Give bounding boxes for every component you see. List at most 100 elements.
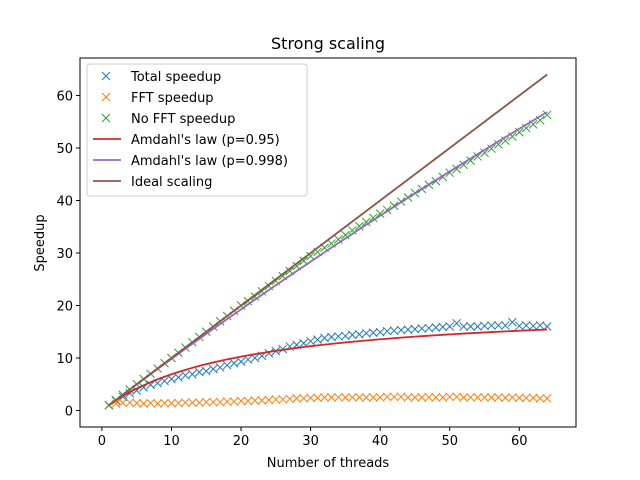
legend-item: No FFT speedup <box>101 112 235 127</box>
data-point-shape <box>341 392 350 402</box>
data-point <box>174 373 183 382</box>
legend-marker-shape <box>101 113 111 123</box>
data-point-shape <box>494 321 503 330</box>
legend-label: Amdahl's law (p=0.998) <box>131 154 288 169</box>
data-point-shape <box>201 397 211 407</box>
data-point-shape <box>320 392 329 402</box>
series-line-amdahl-s-law-p-0-95 <box>108 328 548 406</box>
data-point-shape <box>299 394 309 403</box>
data-point-shape <box>167 398 176 408</box>
data-point-shape <box>514 321 524 331</box>
data-point-shape <box>542 394 552 403</box>
data-point-shape <box>347 330 357 340</box>
data-point-shape <box>250 396 260 405</box>
data-point-shape <box>222 397 232 406</box>
data-point-shape <box>487 321 496 330</box>
data-point-shape <box>410 392 420 402</box>
data-point <box>320 333 329 343</box>
data-point <box>375 392 385 402</box>
data-point <box>243 396 253 406</box>
data-point-shape <box>139 399 149 408</box>
data-point <box>389 392 399 402</box>
data-point <box>222 360 232 370</box>
data-point <box>208 397 218 407</box>
data-point <box>125 398 135 407</box>
data-point-shape <box>361 392 371 402</box>
data-point <box>201 366 211 376</box>
data-point-shape <box>368 328 378 338</box>
data-point-shape <box>375 327 385 337</box>
data-point-shape <box>354 221 364 231</box>
data-point-shape <box>222 360 232 370</box>
data-point <box>181 370 190 380</box>
legend: Total speedup FFT speedup No FFT speedup Am… <box>86 63 308 197</box>
x-tick-label: 0 <box>98 434 106 449</box>
legend-item: Total speedup <box>101 70 221 85</box>
data-point-shape <box>528 393 538 403</box>
data-point-shape <box>480 392 489 402</box>
data-point <box>389 326 399 336</box>
data-point <box>424 323 434 333</box>
data-point <box>438 322 448 332</box>
data-point-shape <box>271 395 281 404</box>
data-point-shape <box>445 392 455 402</box>
data-point-shape <box>187 398 197 407</box>
data-point <box>501 321 510 330</box>
data-point <box>299 394 309 403</box>
data-point <box>285 394 295 404</box>
data-point <box>229 397 239 406</box>
data-point <box>494 392 503 402</box>
data-point-shape <box>466 392 475 402</box>
data-point-shape <box>334 392 343 402</box>
data-point <box>375 327 385 337</box>
data-point <box>347 330 357 340</box>
data-point <box>153 399 162 408</box>
data-point-shape <box>229 358 239 368</box>
data-point <box>403 392 413 402</box>
data-point-shape <box>375 392 385 402</box>
data-point-shape <box>487 144 496 153</box>
data-point <box>313 335 322 344</box>
data-point-shape <box>535 321 545 330</box>
x-axis-label: Number of threads <box>267 456 390 471</box>
data-point <box>466 322 475 331</box>
data-point-shape <box>389 392 399 402</box>
data-point <box>480 321 489 331</box>
data-point <box>347 392 357 402</box>
data-point <box>382 392 392 402</box>
data-point <box>410 392 420 402</box>
data-point-shape <box>243 355 253 364</box>
data-point <box>222 397 232 406</box>
x-tick-label: 40 <box>372 434 389 449</box>
data-point <box>194 367 204 377</box>
plot-frame <box>79 57 577 428</box>
data-point-shape <box>243 396 253 406</box>
data-point-shape <box>306 336 315 346</box>
data-point-shape <box>431 323 441 332</box>
data-point <box>118 398 128 407</box>
data-point-shape <box>528 321 538 331</box>
data-point <box>187 398 197 407</box>
data-point <box>320 392 329 402</box>
data-point-shape <box>417 392 427 402</box>
data-point-shape <box>194 367 204 377</box>
data-point-shape <box>480 321 489 331</box>
data-point <box>167 374 176 384</box>
y-tick-label: 60 <box>56 90 73 105</box>
plot-layer <box>104 73 552 410</box>
data-point-shape <box>354 392 364 402</box>
data-point-shape <box>521 393 531 403</box>
data-point-shape <box>389 326 399 336</box>
data-point-shape <box>473 322 482 331</box>
legend-label: Total speedup <box>130 70 221 85</box>
data-point <box>375 209 385 218</box>
data-point <box>354 221 364 231</box>
data-point-shape <box>125 398 135 407</box>
y-tick-label: 10 <box>56 352 73 367</box>
legend-item: Amdahl's law (p=0.95) <box>93 133 280 148</box>
series-line-ideal-scaling <box>108 73 548 406</box>
data-point <box>215 397 225 407</box>
data-point <box>194 398 204 407</box>
data-point-shape <box>153 399 162 408</box>
data-point <box>334 332 343 341</box>
